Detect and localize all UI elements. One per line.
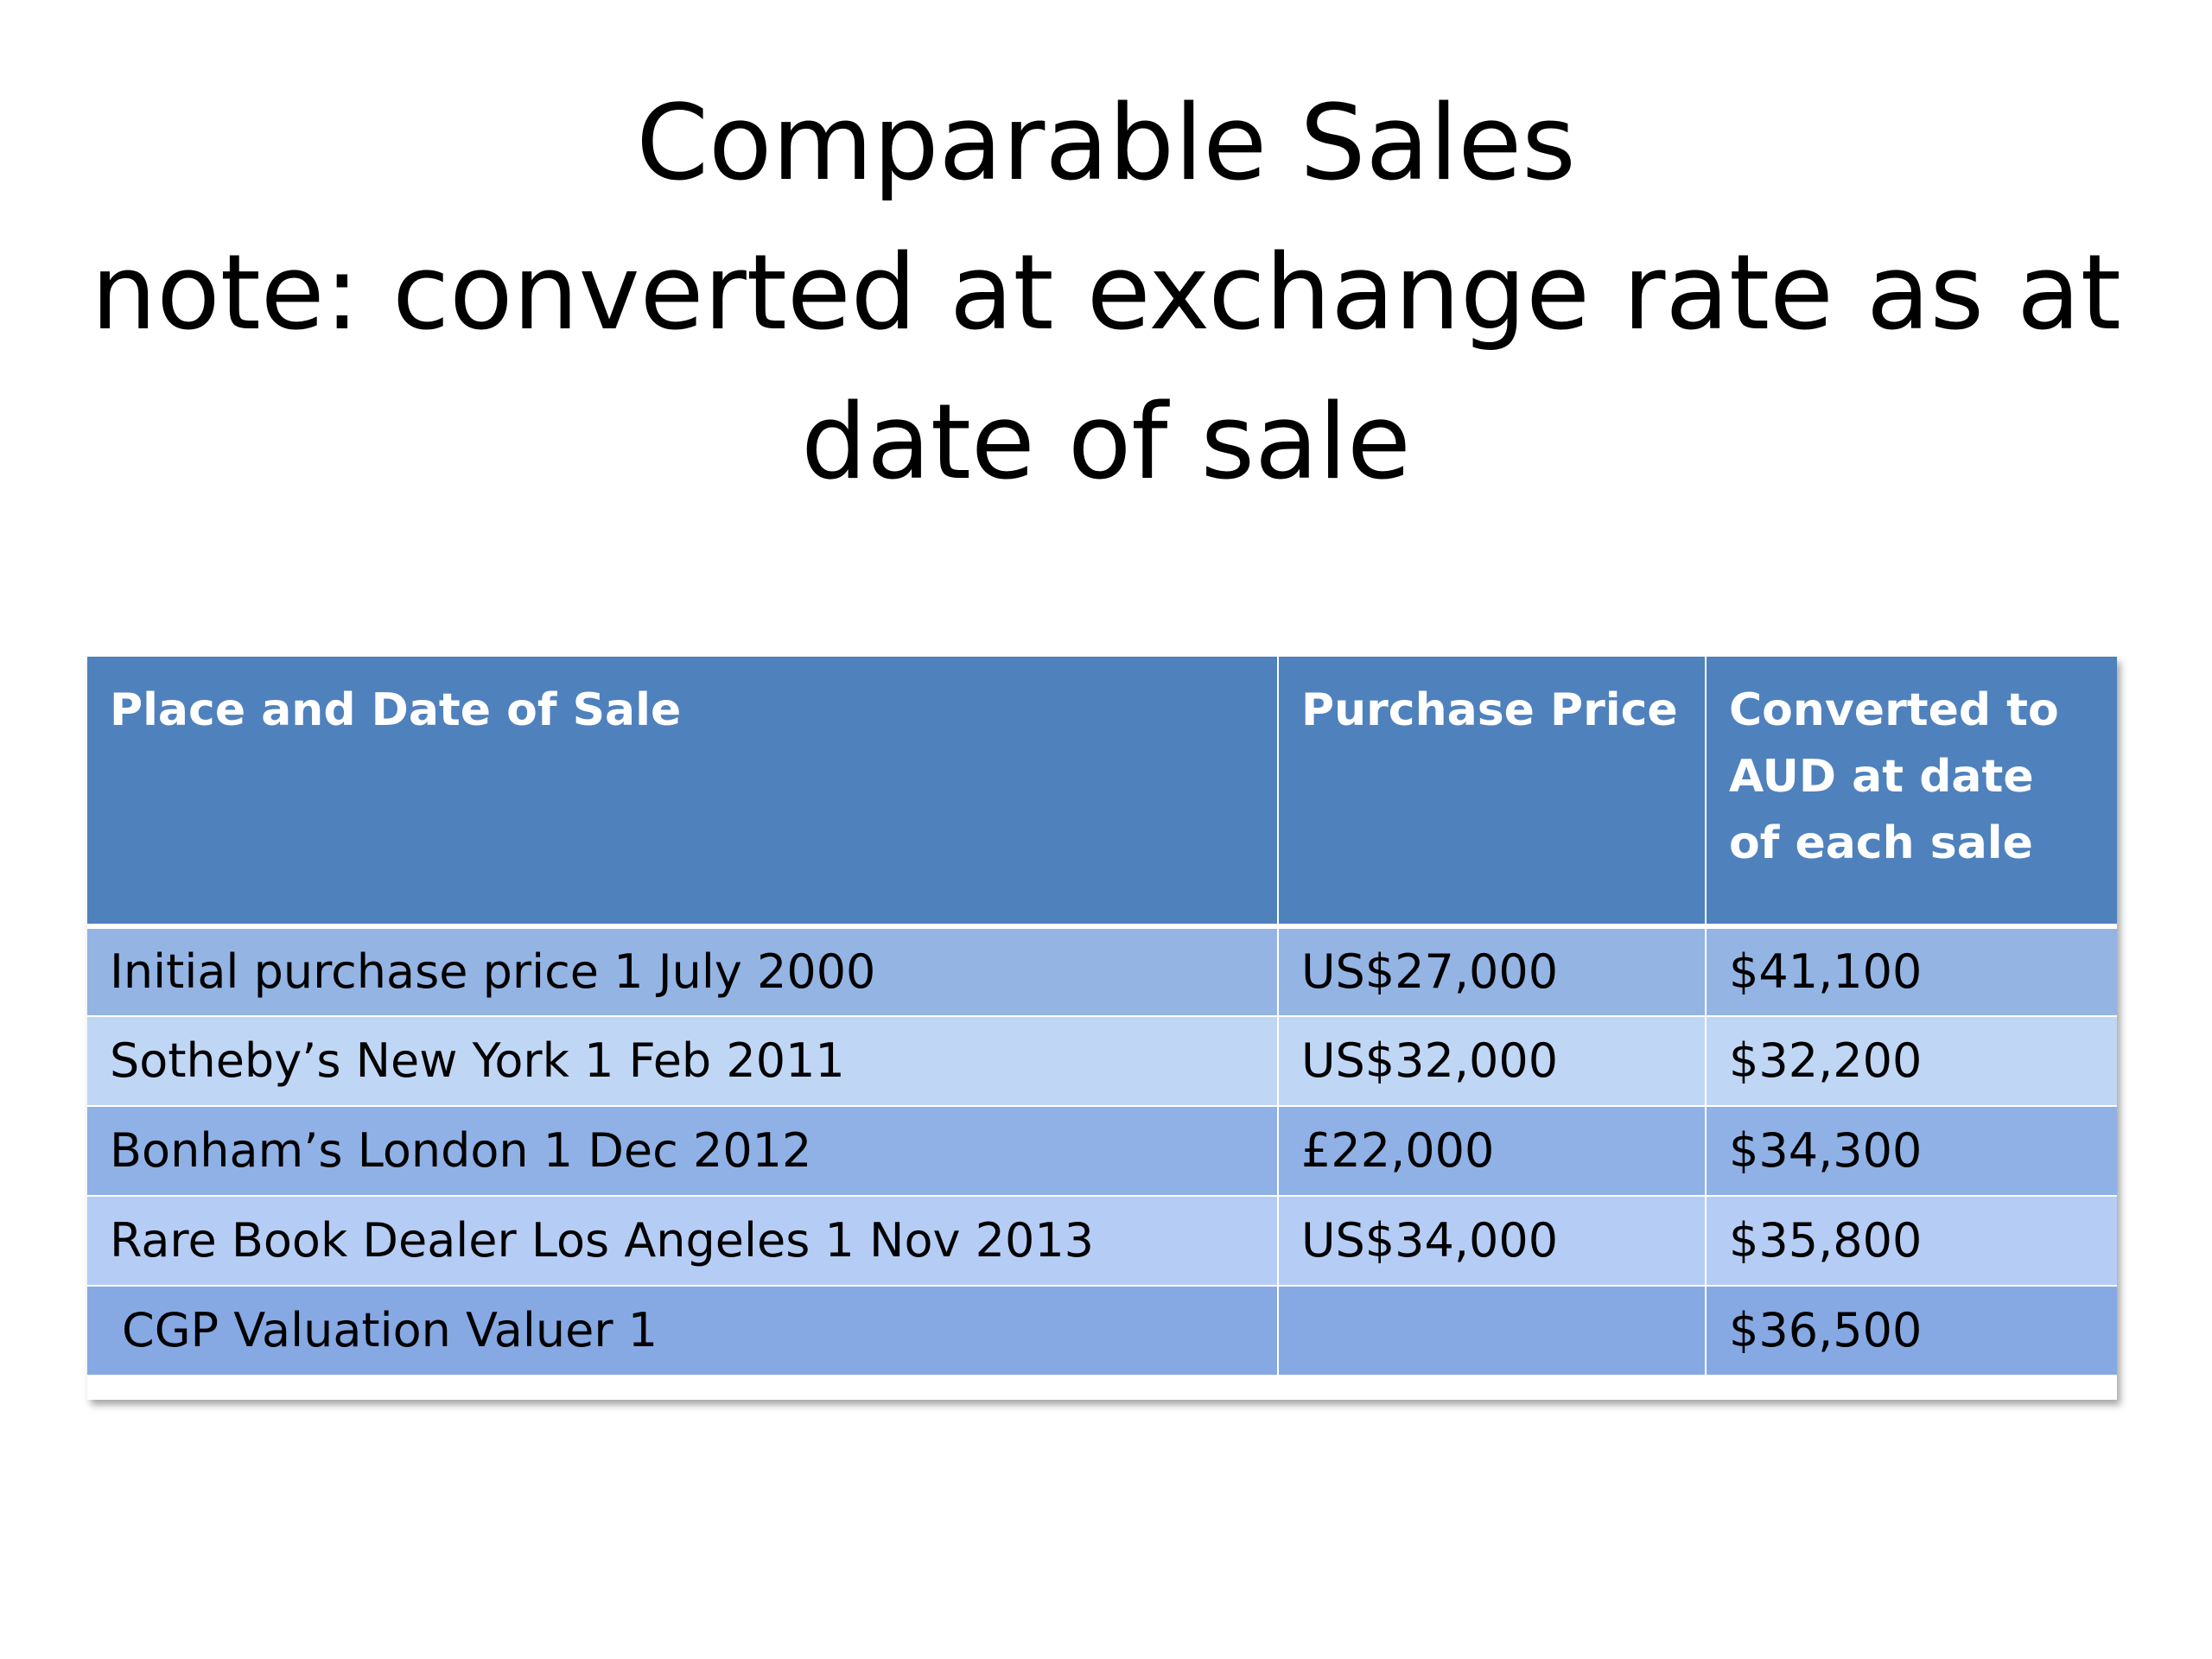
cell-place-date: Rare Book Dealer Los Angeles 1 Nov 2013 (87, 1196, 1279, 1287)
cell-converted-aud: $41,100 (1706, 926, 2117, 1017)
cell-converted-aud: $34,300 (1706, 1106, 2117, 1197)
header-place-date: Place and Date of Sale (87, 657, 1279, 929)
cell-converted-aud: $36,500 (1706, 1286, 2117, 1376)
comparable-sales-table: Place and Date of Sale Purchase Price Co… (87, 657, 2117, 1376)
cell-place-date: Bonham’s London 1 Dec 2012 (87, 1106, 1279, 1197)
cell-converted-aud: $35,800 (1706, 1196, 2117, 1287)
cell-purchase-price: US$27,000 (1278, 926, 1707, 1017)
cell-purchase-price: US$34,000 (1278, 1196, 1707, 1287)
slide-title: Comparable Sales note: converted at exch… (86, 69, 2126, 518)
cell-place-date: Initial purchase price 1 July 2000 (87, 926, 1279, 1017)
table-row: CGP Valuation Valuer 1 $36,500 (87, 1286, 2117, 1376)
table-row: Sotheby’s New York 1 Feb 2011 US$32,000 … (87, 1016, 2117, 1107)
cell-place-date: Sotheby’s New York 1 Feb 2011 (87, 1016, 1279, 1107)
cell-place-date: CGP Valuation Valuer 1 (87, 1286, 1279, 1376)
cell-purchase-price: US$32,000 (1278, 1016, 1707, 1107)
title-line-3: date of sale (801, 383, 1411, 503)
table-header-row: Place and Date of Sale Purchase Price Co… (87, 657, 2117, 929)
header-converted-aud: Converted to AUD at date of each sale (1706, 657, 2117, 929)
table-row: Bonham’s London 1 Dec 2012 £22,000 $34,3… (87, 1106, 2117, 1197)
cell-purchase-price: £22,000 (1278, 1106, 1707, 1197)
title-line-2: note: converted at exchange rate as at (91, 233, 2121, 353)
cell-converted-aud: $32,200 (1706, 1016, 2117, 1107)
cell-purchase-price (1278, 1286, 1707, 1376)
table-row: Initial purchase price 1 July 2000 US$27… (87, 926, 2117, 1017)
header-purchase-price: Purchase Price (1278, 657, 1707, 929)
table-row: Rare Book Dealer Los Angeles 1 Nov 2013 … (87, 1196, 2117, 1287)
title-line-1: Comparable Sales (636, 84, 1576, 204)
comparable-sales-table-container: Place and Date of Sale Purchase Price Co… (87, 657, 2117, 1400)
